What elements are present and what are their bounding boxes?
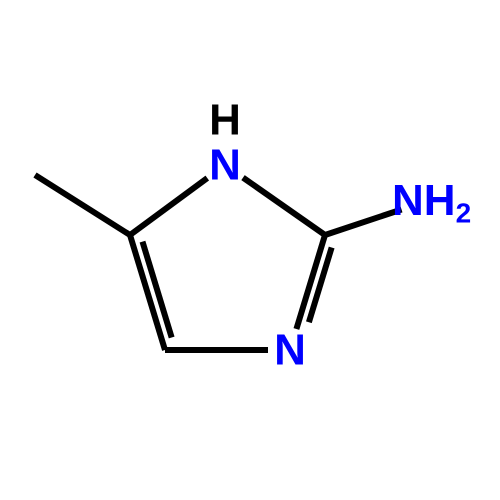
bond: [130, 178, 207, 235]
bond: [325, 209, 402, 235]
bond: [35, 175, 130, 235]
atom-label-nh2: NH2: [392, 176, 471, 229]
labels-group: NHNNH2: [209, 96, 471, 375]
bond: [243, 178, 325, 235]
bonds-group: [35, 175, 402, 350]
atom-label: H: [209, 96, 241, 145]
atom-label: N: [209, 141, 241, 190]
molecule-canvas: NHNNH2: [0, 0, 500, 500]
atom-label: N: [274, 326, 306, 375]
